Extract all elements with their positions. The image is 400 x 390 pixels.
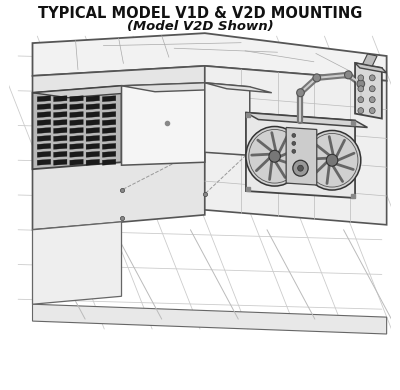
Polygon shape (37, 104, 51, 110)
Polygon shape (102, 104, 116, 110)
Polygon shape (32, 66, 205, 230)
Polygon shape (37, 151, 51, 157)
Circle shape (370, 86, 375, 92)
Polygon shape (70, 120, 83, 126)
Polygon shape (205, 66, 387, 225)
Polygon shape (37, 96, 51, 102)
Circle shape (358, 108, 364, 113)
Polygon shape (86, 151, 100, 157)
Polygon shape (355, 63, 387, 73)
Circle shape (358, 86, 364, 92)
Polygon shape (54, 135, 67, 142)
Polygon shape (54, 112, 67, 117)
Polygon shape (355, 63, 382, 119)
Polygon shape (37, 120, 51, 126)
Polygon shape (32, 86, 122, 169)
Polygon shape (86, 112, 100, 117)
Circle shape (292, 133, 296, 137)
Polygon shape (54, 151, 67, 157)
Circle shape (293, 160, 308, 176)
Polygon shape (37, 159, 51, 165)
Polygon shape (54, 120, 67, 126)
Polygon shape (286, 128, 317, 185)
Polygon shape (86, 120, 100, 126)
Polygon shape (37, 112, 51, 117)
Polygon shape (102, 135, 116, 142)
Polygon shape (37, 144, 51, 149)
Polygon shape (37, 135, 51, 142)
Polygon shape (102, 112, 116, 117)
Polygon shape (102, 151, 116, 157)
Polygon shape (102, 96, 116, 102)
Circle shape (246, 126, 303, 186)
Circle shape (292, 142, 296, 145)
Circle shape (358, 97, 364, 103)
Polygon shape (70, 151, 83, 157)
Polygon shape (70, 104, 83, 110)
Circle shape (370, 108, 375, 113)
Polygon shape (246, 113, 355, 198)
Polygon shape (70, 112, 83, 117)
Circle shape (370, 75, 375, 81)
Polygon shape (54, 104, 67, 110)
Polygon shape (70, 96, 83, 102)
Polygon shape (37, 128, 51, 133)
Polygon shape (102, 159, 116, 165)
Polygon shape (32, 86, 157, 98)
Polygon shape (122, 83, 205, 165)
Polygon shape (102, 128, 116, 133)
Text: (Model V2D Shown): (Model V2D Shown) (127, 20, 273, 33)
Polygon shape (205, 83, 250, 155)
Circle shape (357, 80, 365, 88)
Circle shape (292, 149, 296, 153)
Polygon shape (70, 128, 83, 133)
Polygon shape (32, 222, 122, 304)
Polygon shape (86, 159, 100, 165)
Circle shape (358, 75, 364, 81)
Polygon shape (70, 135, 83, 142)
Polygon shape (86, 104, 100, 110)
Text: TYPICAL MODEL V1D & V2D MOUNTING: TYPICAL MODEL V1D & V2D MOUNTING (38, 6, 362, 21)
Polygon shape (54, 96, 67, 102)
Polygon shape (122, 83, 238, 92)
Polygon shape (54, 144, 67, 149)
Polygon shape (86, 144, 100, 149)
Circle shape (297, 89, 304, 97)
Polygon shape (205, 83, 272, 93)
Polygon shape (54, 159, 67, 165)
Circle shape (298, 165, 303, 171)
Polygon shape (70, 159, 83, 165)
Circle shape (303, 131, 361, 190)
Circle shape (326, 154, 338, 166)
Circle shape (344, 71, 352, 79)
Polygon shape (86, 96, 100, 102)
Circle shape (313, 74, 320, 82)
Polygon shape (86, 128, 100, 133)
Polygon shape (102, 120, 116, 126)
Polygon shape (70, 144, 83, 149)
Polygon shape (86, 135, 100, 142)
Circle shape (269, 150, 280, 162)
Polygon shape (32, 33, 387, 81)
Polygon shape (246, 113, 368, 128)
Polygon shape (54, 128, 67, 133)
Polygon shape (32, 304, 387, 334)
Polygon shape (102, 144, 116, 149)
Circle shape (370, 97, 375, 103)
Polygon shape (363, 54, 377, 66)
